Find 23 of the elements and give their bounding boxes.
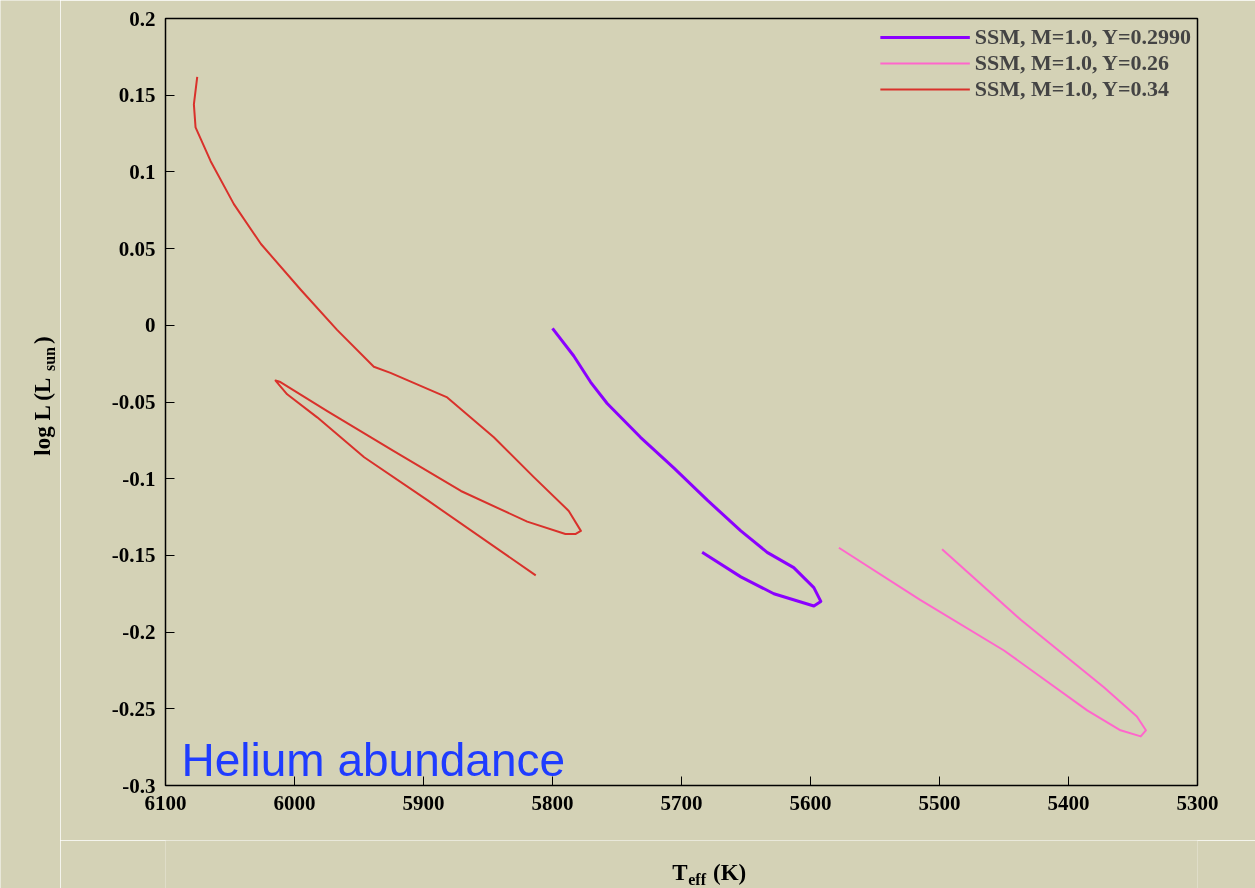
y-tick-label: 0.2 [129,6,156,31]
x-tick-label: 6000 [273,790,316,815]
y-tick-label: 0.15 [118,83,156,108]
x-tick-label: 5400 [1047,790,1090,815]
y-tick-label: 0.1 [129,159,156,184]
legend-label: SSM, M=1.0, Y=0.34 [974,76,1169,102]
x-tick-label: 5300 [1176,790,1219,815]
y-tick-label: -0.05 [111,390,156,414]
legend-label: SSM, M=1.0, Y=0.2990 [974,24,1191,50]
x-tick-label: 5500 [918,790,961,815]
x-tick-label: 5800 [531,790,574,815]
x-tick-label: 5900 [402,790,445,815]
annotation: Helium abundance [181,733,566,786]
y-tick-label: -0.1 [122,466,156,491]
x-tick-label: 5600 [789,790,832,815]
y-tick-label: 0 [145,313,156,338]
legend-label: SSM, M=1.0, Y=0.26 [974,50,1169,76]
y-tick-label: -0.25 [111,696,156,721]
x-tick-label: 5700 [660,790,703,815]
y-tick-label: -0.15 [111,543,156,568]
y-tick-label: -0.2 [122,620,156,645]
y-tick-label: 0.05 [118,236,156,261]
y-axis-title: log L (Lsun) [30,336,58,456]
